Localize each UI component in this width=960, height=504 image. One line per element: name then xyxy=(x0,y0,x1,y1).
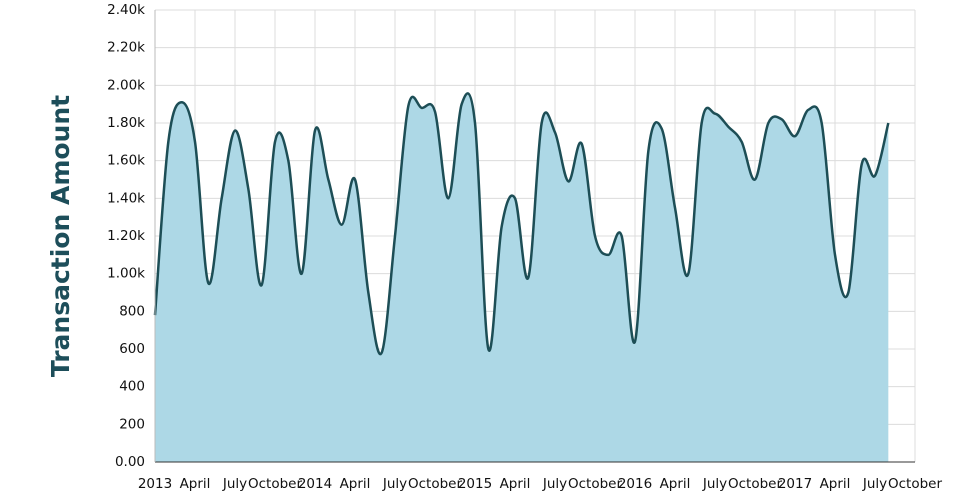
y-tick-label: 2.40k xyxy=(107,2,145,18)
x-tick-label: July xyxy=(382,476,407,492)
x-tick-label: October xyxy=(248,476,302,492)
y-tick-label: 600 xyxy=(119,341,145,357)
axes: 0.00 200 400 600 800 1.00k 1.20k 1.40k 1.60k 1.80… xyxy=(107,2,942,492)
x-tick-label: 2014 xyxy=(298,476,332,492)
x-tick-label: April xyxy=(340,476,371,492)
y-tick-label: 2.00k xyxy=(107,77,145,93)
x-tick-label: October xyxy=(888,476,942,492)
y-axis-label: Transaction Amount xyxy=(46,95,75,377)
x-tick-label: 2013 xyxy=(138,476,172,492)
y-tick-label: 2.20k xyxy=(107,40,145,56)
y-tick-label: 1.60k xyxy=(107,153,145,169)
x-tick-label: 2017 xyxy=(778,476,812,492)
x-tick-label: April xyxy=(660,476,691,492)
y-tick-label: 1.00k xyxy=(107,266,145,282)
x-tick-label: 2016 xyxy=(618,476,652,492)
y-tick-label: 1.20k xyxy=(107,228,145,244)
y-tick-label: 200 xyxy=(119,416,145,432)
x-tick-label: October xyxy=(408,476,462,492)
x-tick-label: October xyxy=(728,476,782,492)
line xyxy=(153,92,890,356)
x-tick-label: April xyxy=(820,476,851,492)
y-tick-label: 0.00 xyxy=(115,454,145,470)
x-tick-label: April xyxy=(500,476,531,492)
y-tick-label: 800 xyxy=(119,303,145,319)
x-tick-label: October xyxy=(568,476,622,492)
y-tick-label: 400 xyxy=(119,379,145,395)
y-tick-label: 1.40k xyxy=(107,190,145,206)
area xyxy=(155,93,889,462)
x-tick-label: July xyxy=(702,476,727,492)
y-tick-label: 1.80k xyxy=(107,115,145,131)
x-tick-label: July xyxy=(222,476,247,492)
x-tick-label: 2015 xyxy=(458,476,492,492)
marks xyxy=(153,92,890,462)
x-tick-label: July xyxy=(862,476,887,492)
x-tick-label: April xyxy=(180,476,211,492)
x-tick-label: July xyxy=(542,476,567,492)
